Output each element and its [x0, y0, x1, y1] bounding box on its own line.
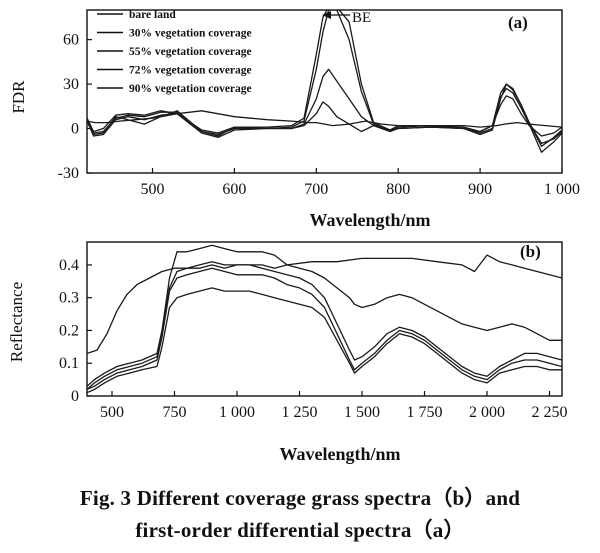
panel-b-series-line	[87, 254, 562, 355]
panel-a-ytick-label: -30	[58, 165, 79, 182]
panel-b-label: (b)	[520, 242, 541, 261]
panel-a-series-line	[87, 10, 562, 147]
panel-b-reflectance-chart: Reflectance Wavelength/nm (b) 500 750 1 00…	[7, 241, 568, 464]
panel-b-series-line	[87, 267, 562, 390]
panel-a-xlabel: Wavelength/nm	[309, 210, 430, 230]
panel-b-ytick-label: 0.4	[59, 257, 79, 274]
panel-a-series-line	[87, 68, 562, 145]
panel-b-xtick-label: 2 250	[532, 404, 568, 421]
panel-a-series-line	[87, 10, 562, 153]
panel-b-series-line	[87, 244, 562, 387]
panel-a-frame	[86, 9, 563, 174]
panel-b-xtick-label: 500	[100, 404, 124, 421]
panel-a-ylabel: FDR	[9, 80, 28, 114]
panel-b-series-line	[87, 261, 562, 390]
panel-a-legend-label: 30% vegetation coverage	[129, 28, 252, 40]
panel-b-ytick-label: 0.2	[59, 322, 79, 339]
panel-b-ytick-label: 0	[71, 388, 79, 405]
panel-a-legend-label: 55% vegetation coverage	[129, 46, 252, 58]
panel-b-xtick-label: 1 500	[344, 404, 380, 421]
panel-a-annotation-be: BE	[352, 10, 371, 26]
panel-a-series-line	[87, 110, 562, 128]
panel-a-fdr-chart: FDR Wavelength/nm (a) BE 500 600 700 800 900…	[9, 9, 580, 230]
panel-a-label: (a)	[508, 13, 528, 32]
panel-a-xtick-label: 1 000	[544, 181, 580, 198]
panel-a-ytick-label: 0	[71, 121, 79, 138]
panel-a-xtick-label: 800	[386, 181, 410, 198]
panel-a-xtick-label: 600	[222, 181, 246, 198]
panel-a-legend-label: 90% vegetation coverage	[129, 83, 252, 95]
panel-b-ytick-label: 0.1	[59, 355, 79, 372]
panel-b-xtick-label: 1 750	[407, 404, 443, 421]
panel-b-ytick-label: 0.3	[59, 290, 79, 307]
panel-a-ytick-label: 60	[63, 32, 79, 49]
panel-b-series-line	[87, 287, 562, 394]
panel-a-ytick-label: 30	[63, 76, 79, 93]
panel-b-frame	[86, 241, 563, 397]
panel-a-xtick-label: 900	[468, 181, 492, 198]
figure: FDR Wavelength/nm (a) BE 500 600 700 800 900…	[7, 9, 580, 464]
panel-a-xtick-label: 500	[141, 181, 165, 198]
panel-b-ylabel: Reflectance	[7, 282, 26, 362]
panel-a-xtick-label: 700	[304, 181, 328, 198]
figure-caption-line-2: first-order differential spectra（a）	[135, 518, 465, 542]
panel-a-legend-label: 72% vegetation coverage	[129, 65, 252, 77]
panel-b-xtick-label: 2 000	[469, 404, 505, 421]
panel-b-xtick-label: 750	[163, 404, 187, 421]
panel-a-annotation-arrowhead	[322, 11, 331, 19]
panel-a-series-line	[87, 95, 562, 137]
panel-a-legend-label: bare land	[129, 9, 176, 21]
figure-caption-line-1: Fig. 3 Different coverage grass spectra（…	[79, 486, 521, 510]
panel-b-xtick-label: 1 000	[219, 404, 255, 421]
panel-b-xtick-label: 1 250	[282, 404, 318, 421]
panel-b-xlabel: Wavelength/nm	[279, 444, 400, 464]
